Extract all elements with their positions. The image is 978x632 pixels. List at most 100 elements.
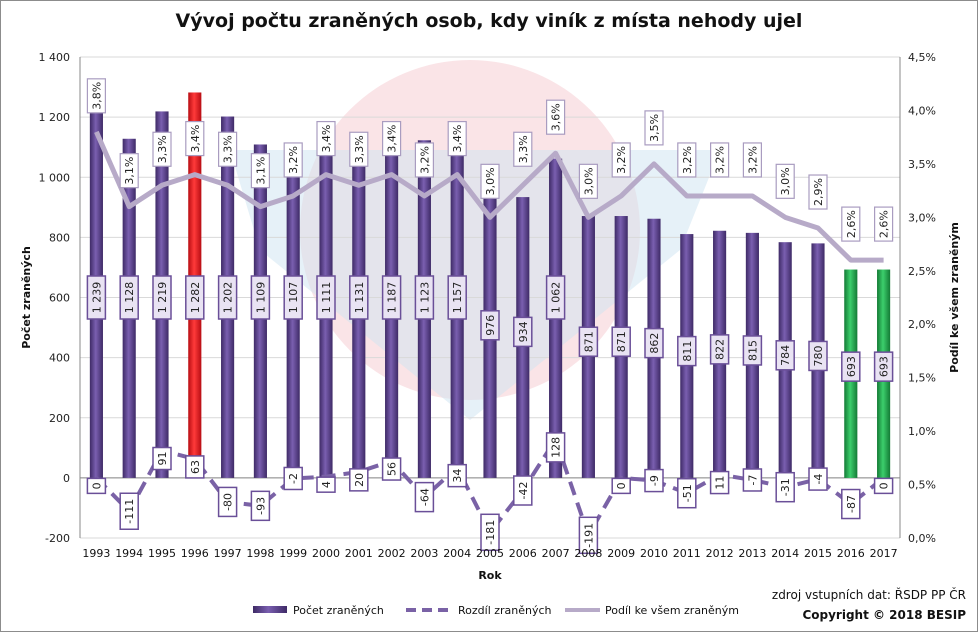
bar-label-box: [86, 275, 107, 320]
diff-value-label: 91: [156, 452, 169, 466]
bar-label-box: [349, 275, 369, 320]
share-value-label: 2,6%: [878, 210, 891, 238]
bar-value-label: 871: [615, 331, 628, 352]
x-tick-label: 2000: [312, 547, 340, 560]
diff-value-label: -64: [418, 488, 431, 506]
diff-value-label: 0: [878, 482, 891, 489]
share-value-label: 3,4%: [386, 125, 399, 153]
diff-value-label: -51: [681, 484, 694, 502]
bar-label-box: [283, 275, 303, 320]
x-tick-label: 1997: [214, 547, 242, 560]
bar-value-label: 1 123: [418, 282, 431, 314]
share-line: [94, 130, 884, 263]
diff-value-label: -181: [484, 520, 497, 545]
diff-value-label: 0: [90, 482, 103, 489]
share-label-box: [677, 142, 697, 178]
bar-label-box: [578, 326, 599, 357]
share-label-box: [611, 142, 631, 178]
share-label-box: [414, 142, 434, 178]
bar-label-box: [447, 275, 467, 320]
share-label-box: [808, 174, 828, 210]
bar-value-label: 1 219: [156, 282, 169, 314]
diff-label-box: [578, 516, 599, 555]
bar-label-box: [513, 316, 533, 348]
source-note: zdroj vstupních dat: ŘSDP PP ČR: [771, 588, 966, 602]
share-label-box: [316, 120, 336, 157]
y2-tick-label: 1,5%: [908, 372, 936, 385]
bar-label-box: [775, 340, 795, 371]
diff-label-box: [185, 455, 205, 479]
diff-label-box: [677, 477, 697, 509]
diff-value-label: 20: [353, 473, 366, 487]
y2-tick-label: 2,5%: [908, 265, 936, 278]
share-label-box: [447, 120, 467, 157]
x-tick-label: 2002: [378, 547, 406, 560]
share-label-box: [480, 163, 500, 199]
share-label-box: [513, 131, 533, 167]
diff-label-box: [447, 463, 467, 488]
share-label-box: [185, 120, 205, 157]
share-label-box: [283, 142, 303, 178]
share-label-box: [86, 78, 107, 114]
y2-tick-label: 3,0%: [908, 211, 936, 224]
x-tick-label: 2008: [574, 547, 602, 560]
bar-value-label: 1 128: [123, 282, 136, 314]
bar-label-box: [742, 335, 763, 366]
x-tick-label: 2015: [804, 547, 832, 560]
bar-label-box: [808, 340, 828, 372]
bar-value-label: 811: [681, 341, 694, 362]
x-axis-title: Rok: [478, 569, 502, 582]
y2-tick-label: 2,0%: [908, 318, 936, 331]
share-value-label: 3,4%: [320, 125, 333, 153]
x-tick-label: 2016: [837, 547, 865, 560]
share-label-box: [349, 131, 369, 167]
x-tick-label: 1999: [279, 547, 307, 560]
share-label-box: [578, 163, 599, 199]
diff-label-box: [808, 467, 828, 491]
share-label-box: [709, 142, 730, 178]
bar-label-box: [414, 275, 435, 320]
share-value-label: 3,3%: [353, 135, 366, 163]
bar-label-box: [873, 351, 894, 382]
diff-value-label: 128: [550, 437, 563, 458]
bar-value-label: 1 111: [320, 282, 333, 314]
diff-value-label: -93: [254, 497, 267, 515]
bar-label-box: [677, 335, 697, 367]
x-tick-label: 2017: [870, 547, 898, 560]
bar-value-label: 1 062: [550, 282, 563, 314]
y2-tick-label: 0,0%: [908, 532, 936, 545]
bar-value-label: 784: [779, 345, 792, 366]
diff-label-box: [86, 477, 107, 495]
y-tick-label: 1 200: [39, 111, 71, 124]
diff-value-label: -9: [648, 475, 661, 486]
bar-value-label: 1 187: [386, 282, 399, 314]
bar-label-box: [611, 326, 631, 357]
bar-value-label: 1 131: [353, 282, 366, 314]
x-tick-label: 2011: [673, 547, 701, 560]
share-value-label: 3,3%: [517, 135, 530, 163]
diff-value-label: -7: [746, 474, 759, 485]
diff-label-box: [250, 490, 271, 522]
y2-tick-label: 3,5%: [908, 158, 936, 171]
share-label-box: [152, 131, 172, 167]
bar-label-box: [381, 275, 402, 320]
diff-value-label: -31: [779, 478, 792, 496]
bar-label-box: [217, 275, 238, 320]
share-label-box: [775, 163, 795, 199]
x-tick-label: 1996: [181, 547, 209, 560]
bar-label-box: [152, 275, 172, 320]
diff-value-label: -80: [222, 493, 235, 511]
share-label-box: [644, 110, 664, 146]
share-value-label: 3,2%: [681, 146, 694, 174]
share-value-label: 3,0%: [779, 167, 792, 195]
x-tick-label: 2001: [345, 547, 373, 560]
diff-label-box: [513, 475, 533, 506]
share-value-label: 3,2%: [746, 146, 759, 174]
diff-label-box: [414, 481, 435, 513]
diff-label-box: [545, 432, 566, 463]
bar-value-label: 1 107: [287, 282, 300, 314]
share-value-label: 2,6%: [845, 210, 858, 238]
x-tick-label: 2012: [706, 547, 734, 560]
bar-value-label: 693: [878, 356, 891, 377]
x-tick-label: 2007: [542, 547, 570, 560]
